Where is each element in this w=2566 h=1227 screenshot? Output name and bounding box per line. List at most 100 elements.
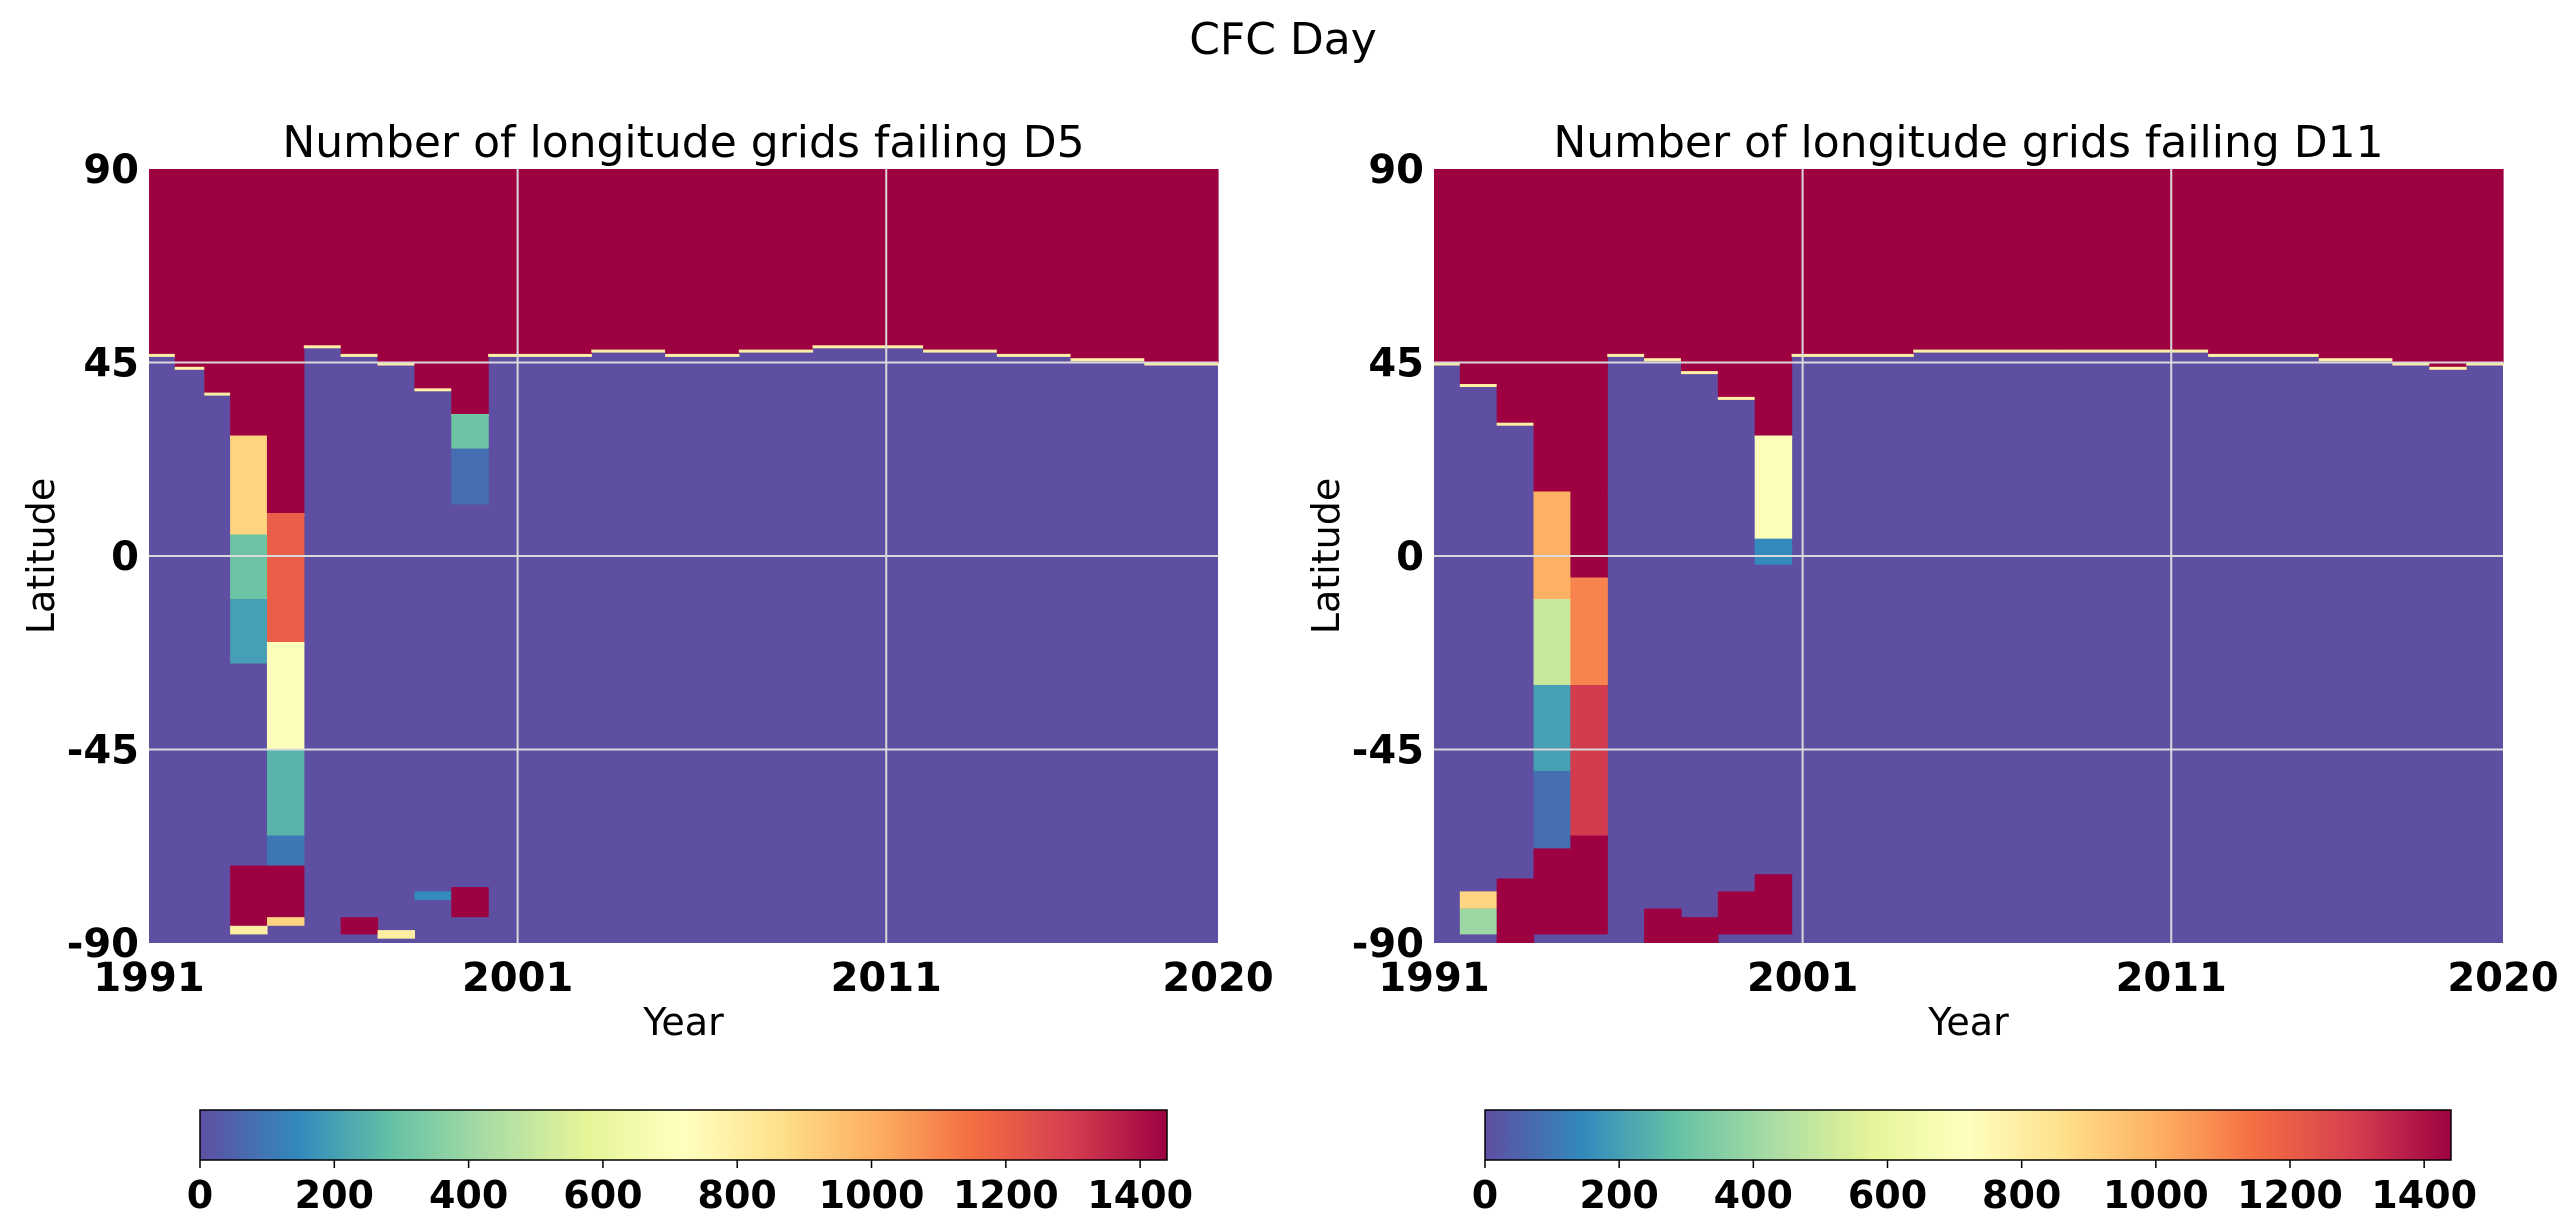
y-tick-label: 90 (83, 147, 139, 193)
heatmap-cell-boundary (149, 353, 176, 357)
colorbar-tick-label: 400 (1714, 1173, 1793, 1217)
heatmap-cell-high (1791, 169, 1914, 355)
colorbar-tick-label: 1200 (2237, 1173, 2343, 1217)
y-tick-label: -45 (67, 728, 139, 774)
colorbar-tick-label: 600 (563, 1173, 642, 1217)
heatmap-cell (1533, 491, 1571, 599)
panel-title: Number of longitude grids failing D5 (282, 117, 1084, 168)
heatmap-cell-boundary (1680, 371, 1719, 375)
heatmap-cell-boundary (204, 392, 231, 396)
heatmap-cell-boundary (738, 349, 814, 353)
x-axis-label: Year (642, 1000, 724, 1044)
heatmap-cell (1754, 435, 1793, 539)
heatmap-cell-high (1496, 169, 1535, 424)
colorbar-tick-label: 800 (1982, 1173, 2061, 1217)
y-tick-label: -45 (1352, 728, 1424, 774)
heatmap-cell-boundary (923, 349, 998, 353)
heatmap-cell-high (2060, 169, 2209, 351)
heatmap-cell-boundary (1496, 422, 1535, 426)
heatmap-cell-high (1754, 169, 1793, 437)
heatmap-cell-high (1913, 169, 2062, 351)
heatmap-cell-boundary (2392, 362, 2430, 366)
colorbar-tick-label: 1000 (2103, 1173, 2209, 1217)
heatmap-cell (1496, 878, 1535, 943)
colorbar-tick-label: 1000 (819, 1173, 925, 1217)
heatmap-cell-high (996, 169, 1072, 355)
heatmap-cell (1459, 891, 1498, 909)
heatmap-cell-boundary (2466, 362, 2504, 366)
heatmap-cell-high (1680, 169, 1719, 372)
heatmap-cell (1754, 874, 1793, 935)
y-tick-label: 90 (1368, 147, 1424, 193)
heatmap-cell (1680, 917, 1719, 943)
heatmap-cell (266, 835, 305, 866)
heatmap-cell-high (266, 169, 305, 514)
colorbar-tick-label: 1400 (1087, 1173, 1193, 1217)
panel-title: Number of longitude grids failing D11 (1553, 117, 2383, 168)
heatmap-panel-d11: Number of longitude grids failing D11 199… (1304, 117, 2559, 1217)
heatmap-cell-high (923, 169, 998, 351)
heatmap-cell (451, 414, 489, 449)
heatmap-cell-high (488, 169, 556, 355)
heatmap-cell-boundary (414, 388, 452, 392)
heatmap-cell-high (2429, 169, 2467, 368)
colorbar-tick-label: 0 (1472, 1173, 1498, 1217)
colorbar-tick-label: 200 (1580, 1173, 1659, 1217)
heatmap-cell (230, 435, 268, 535)
x-tick-label: 2011 (831, 955, 942, 1001)
x-tick-label: 2020 (2447, 955, 2558, 1001)
heatmap-cell (266, 642, 305, 750)
heatmap-cell-high (2392, 169, 2430, 363)
heatmap-cell-boundary (2429, 366, 2467, 370)
x-axis-label: Year (1927, 1000, 2009, 1044)
colorbar-tick-label: 1400 (2371, 1173, 2477, 1217)
heatmap-cell-high (665, 169, 740, 355)
heatmap-cell-boundary (554, 353, 592, 357)
heatmap-cell (1570, 577, 1608, 685)
heatmap-cell (266, 865, 305, 918)
heatmap-cell (1644, 908, 1682, 943)
y-tick-label: 45 (1368, 341, 1424, 387)
heatmap-cell (1570, 835, 1608, 935)
heatmap-cell (1533, 771, 1571, 849)
y-tick-label: 0 (1396, 534, 1424, 580)
colorbar (1484, 1109, 2452, 1161)
heatmap-cell-boundary (1070, 358, 1145, 362)
heatmap-cell-high (451, 169, 489, 415)
heatmap-cell (1570, 685, 1608, 836)
heatmap-cell-boundary (1459, 384, 1498, 387)
heatmap-cell-high (230, 169, 268, 437)
heatmap-cell (230, 925, 268, 935)
heatmap-cell (266, 917, 305, 926)
heatmap-cell (1533, 685, 1571, 771)
heatmap-cell-high (2318, 169, 2394, 359)
heatmap-cell (1533, 599, 1571, 685)
heatmap-cell-high (1607, 169, 1645, 355)
heatmap-cell-high (554, 169, 592, 355)
heatmap-cell-high (377, 169, 416, 363)
heatmap-cell-boundary (488, 353, 556, 357)
heatmap-cell (340, 917, 379, 935)
y-axis-label: Latitude (19, 478, 63, 634)
heatmap-cell-boundary (665, 353, 740, 357)
colorbar-tick-label: 600 (1848, 1173, 1927, 1217)
heatmap-cell (414, 891, 452, 900)
colorbar-tick-label: 0 (187, 1173, 213, 1217)
heatmap-cell-boundary (303, 345, 342, 349)
heatmap-cell (1717, 891, 1756, 935)
y-tick-label: -90 (1352, 921, 1424, 967)
heatmap-cell-boundary (2208, 353, 2320, 357)
x-tick-label: 2001 (1747, 955, 1858, 1001)
heatmap-cell-high (1644, 169, 1682, 359)
heatmap-cell (451, 448, 489, 505)
heatmap-cell (1754, 538, 1793, 565)
heatmap-cell (230, 534, 268, 599)
heatmap-cell (230, 599, 268, 664)
heatmap-cell-boundary (1791, 353, 1914, 357)
heatmap-cell-high (812, 169, 924, 346)
colorbar (199, 1109, 1168, 1161)
x-tick-label: 1991 (1378, 955, 1489, 1001)
heatmap-cell-boundary (1434, 362, 1461, 366)
heatmap-cell (377, 930, 416, 939)
y-tick-label: -90 (67, 921, 139, 967)
